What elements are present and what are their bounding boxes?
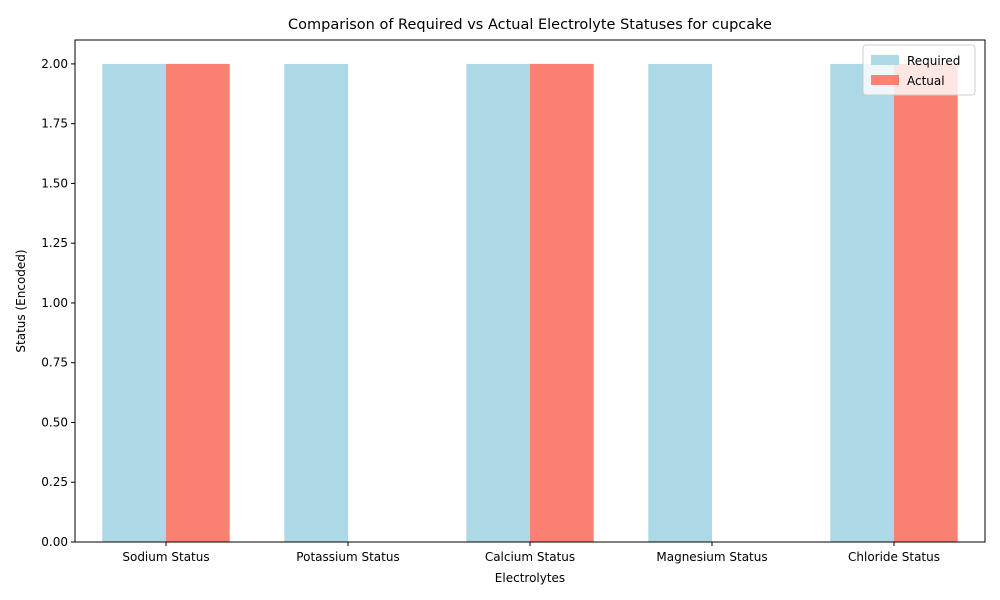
y-tick-label: 0.50 bbox=[41, 415, 68, 429]
x-axis-label: Electrolytes bbox=[495, 571, 565, 585]
bar-actual-chloride-status bbox=[894, 63, 958, 543]
bar-required-sodium-status bbox=[102, 63, 166, 543]
y-tick-label: 1.75 bbox=[41, 117, 68, 131]
legend-label-required: Required bbox=[907, 54, 960, 68]
legend-swatch-required bbox=[871, 55, 899, 65]
bar-required-potassium-status bbox=[284, 63, 348, 543]
x-tick-label: Magnesium Status bbox=[656, 550, 767, 564]
x-tick-label: Potassium Status bbox=[296, 550, 399, 564]
axes-frame bbox=[74, 39, 986, 543]
bar-required-magnesium-status bbox=[648, 63, 712, 543]
bar-required-chloride-status bbox=[830, 63, 894, 543]
y-tick-label: 2.00 bbox=[41, 57, 68, 71]
y-axis-label: Status (Encoded) bbox=[14, 249, 28, 352]
x-tick-label: Calcium Status bbox=[485, 550, 575, 564]
legend-swatch-actual bbox=[871, 75, 899, 85]
y-tick-label: 1.50 bbox=[41, 176, 68, 190]
bar-required-calcium-status bbox=[466, 63, 530, 543]
legend: Required Actual bbox=[862, 44, 976, 96]
bar-actual-sodium-status bbox=[166, 63, 230, 543]
y-tick-label: 0.25 bbox=[41, 475, 68, 489]
legend-label-actual: Actual bbox=[907, 74, 945, 88]
bar-actual-calcium-status bbox=[530, 63, 594, 543]
y-tick-label: 0.75 bbox=[41, 356, 68, 370]
chart-title: Comparison of Required vs Actual Electro… bbox=[288, 17, 772, 33]
y-tick-label: 1.00 bbox=[41, 296, 68, 310]
y-tick-label: 0.00 bbox=[41, 535, 68, 549]
x-tick-label: Sodium Status bbox=[122, 550, 209, 564]
plot-area: 0.00 0.25 0.50 0.75 1.00 1.25 1.50 1.75 2.00 Sodi… bbox=[41, 39, 986, 564]
x-tick-label: Chloride Status bbox=[848, 550, 940, 564]
y-tick-label: 1.25 bbox=[41, 236, 68, 250]
